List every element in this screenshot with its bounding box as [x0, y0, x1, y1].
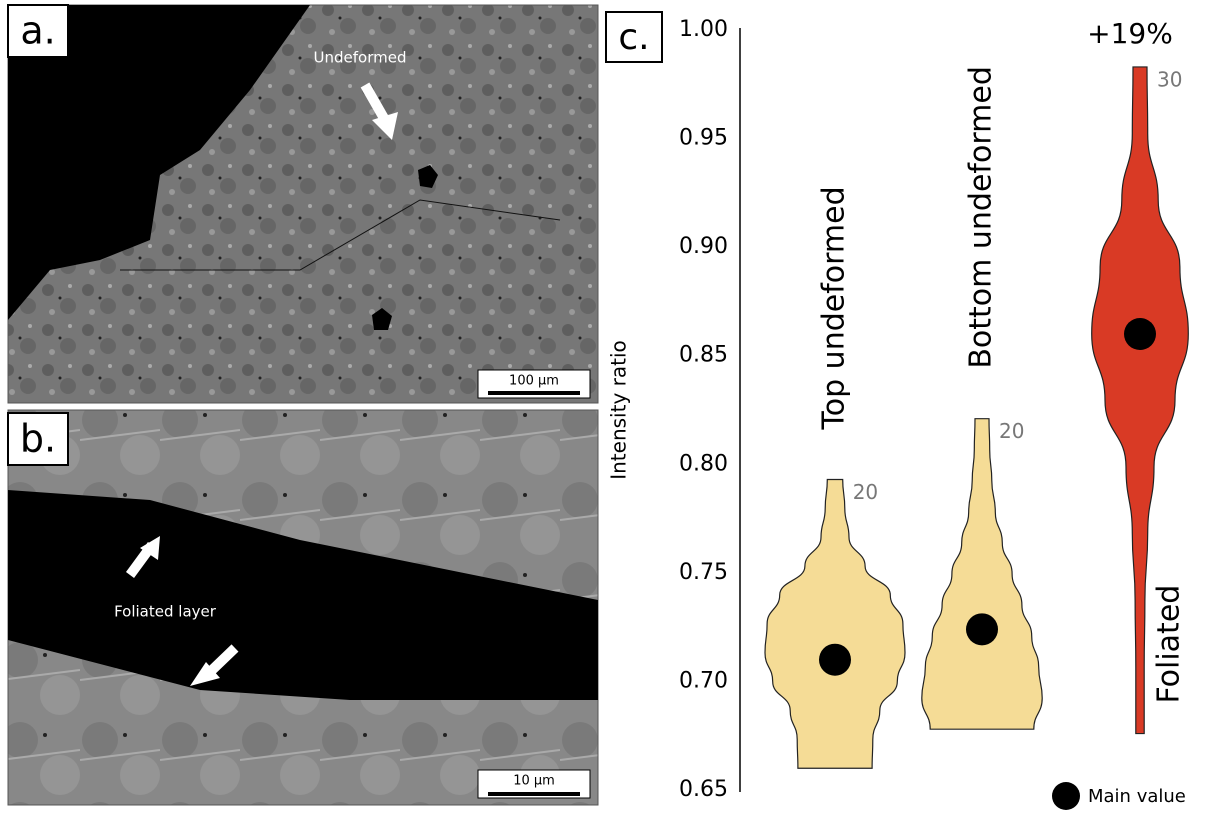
- scale-bar-label: 10 µm: [513, 774, 555, 789]
- y-tick-label: 0.95: [679, 126, 728, 151]
- violin-name: Foliated: [1152, 585, 1187, 704]
- scale-bar-label: 100 µm: [509, 374, 559, 389]
- panel-label: c.: [618, 17, 649, 58]
- panel-label-box: [605, 11, 663, 63]
- panel-a: a. Undeformed 100 µm: [7, 4, 599, 404]
- panel-label: b.: [20, 417, 56, 461]
- count-label: 20: [999, 419, 1024, 443]
- y-tick-label: 1.00: [679, 17, 728, 42]
- y-axis-label: Intensity ratio: [607, 340, 631, 480]
- y-tick-label: 0.75: [679, 560, 728, 585]
- panel-b: b. Foliated layer 10 µm: [7, 409, 599, 806]
- violin-name: Bottom undeformed: [964, 66, 999, 369]
- y-tick-label: 0.70: [679, 668, 728, 693]
- legend-marker: [1052, 782, 1080, 810]
- main-value-dot: [1124, 318, 1156, 350]
- count-label: 20: [853, 480, 878, 504]
- panel-label: a.: [20, 9, 55, 53]
- y-tick-label: 0.90: [679, 234, 728, 259]
- count-label: 30: [1157, 67, 1182, 91]
- violin: [764, 478, 906, 769]
- annotation: +19%: [1087, 17, 1173, 50]
- main-value-dot: [966, 613, 998, 646]
- y-tick-label: 0.85: [679, 343, 728, 368]
- y-tick-label: 0.65: [679, 777, 728, 802]
- annotation: Foliated layer: [114, 603, 217, 621]
- violin: [1091, 66, 1189, 735]
- violin-name: Top undeformed: [817, 186, 852, 430]
- violin: [921, 418, 1043, 730]
- annotation: Undeformed: [314, 49, 407, 67]
- main-value-dot: [819, 643, 851, 676]
- legend-label: Main value: [1088, 786, 1186, 807]
- y-tick-label: 0.80: [679, 451, 728, 476]
